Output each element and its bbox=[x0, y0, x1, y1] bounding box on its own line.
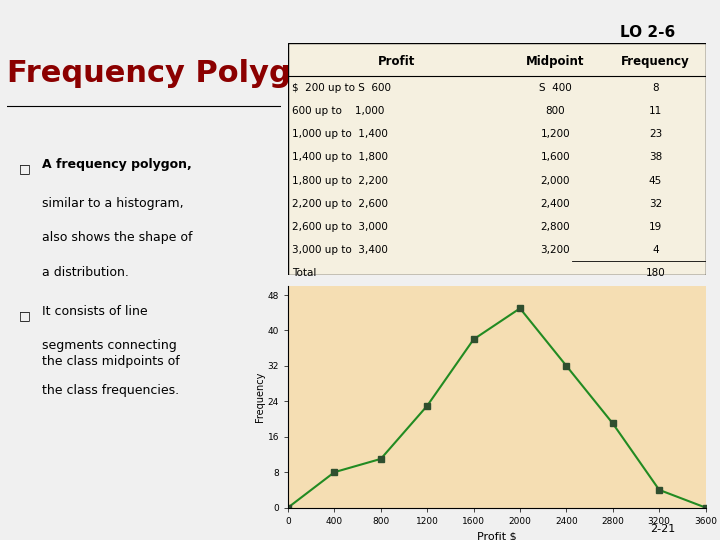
Text: 8: 8 bbox=[652, 83, 659, 93]
Text: 600 up to    1,000: 600 up to 1,000 bbox=[292, 106, 384, 116]
Text: 2,800: 2,800 bbox=[541, 222, 570, 232]
Text: 1,200: 1,200 bbox=[541, 129, 570, 139]
Text: 32: 32 bbox=[649, 199, 662, 209]
Text: also shows the shape of: also shows the shape of bbox=[42, 231, 192, 244]
Text: 3,000 up to  3,400: 3,000 up to 3,400 bbox=[292, 245, 388, 255]
Text: 11: 11 bbox=[649, 106, 662, 116]
Text: Midpoint: Midpoint bbox=[526, 55, 585, 68]
Text: 180: 180 bbox=[646, 268, 665, 279]
X-axis label: Profit $: Profit $ bbox=[477, 531, 517, 540]
Text: 1,600: 1,600 bbox=[541, 152, 570, 163]
Text: 1,800 up to  2,200: 1,800 up to 2,200 bbox=[292, 176, 388, 186]
Text: 800: 800 bbox=[546, 106, 565, 116]
Text: 19: 19 bbox=[649, 222, 662, 232]
Text: 2,600 up to  3,000: 2,600 up to 3,000 bbox=[292, 222, 388, 232]
Text: 3,200: 3,200 bbox=[541, 245, 570, 255]
Text: 38: 38 bbox=[649, 152, 662, 163]
Text: S  400: S 400 bbox=[539, 83, 572, 93]
Text: 1,400 up to  1,800: 1,400 up to 1,800 bbox=[292, 152, 388, 163]
Text: A frequency polygon,: A frequency polygon, bbox=[42, 158, 192, 171]
Text: similar to a histogram,: similar to a histogram, bbox=[42, 197, 184, 210]
Text: It consists of line: It consists of line bbox=[42, 305, 148, 318]
Text: 23: 23 bbox=[649, 129, 662, 139]
Text: the class midpoints of: the class midpoints of bbox=[42, 355, 179, 368]
FancyBboxPatch shape bbox=[288, 43, 706, 275]
Text: 2-21: 2-21 bbox=[649, 524, 675, 534]
Text: segments connecting: segments connecting bbox=[42, 339, 176, 352]
Text: 4: 4 bbox=[652, 245, 659, 255]
Text: □: □ bbox=[19, 162, 30, 175]
Text: $  200 up to S  600: $ 200 up to S 600 bbox=[292, 83, 391, 93]
Text: 2,400: 2,400 bbox=[541, 199, 570, 209]
Text: LO 2-6: LO 2-6 bbox=[621, 25, 675, 40]
Text: the class frequencies.: the class frequencies. bbox=[42, 384, 179, 397]
Text: 45: 45 bbox=[649, 176, 662, 186]
Y-axis label: Frequency: Frequency bbox=[255, 372, 265, 422]
Text: Profit: Profit bbox=[378, 55, 415, 68]
Text: a distribution.: a distribution. bbox=[42, 266, 129, 279]
Text: Frequency Polygon: Frequency Polygon bbox=[7, 59, 333, 89]
Text: Frequency: Frequency bbox=[621, 55, 690, 68]
Text: 2,200 up to  2,600: 2,200 up to 2,600 bbox=[292, 199, 388, 209]
Text: □: □ bbox=[19, 309, 30, 322]
Text: Total: Total bbox=[292, 268, 317, 279]
Text: 1,000 up to  1,400: 1,000 up to 1,400 bbox=[292, 129, 388, 139]
Text: 2,000: 2,000 bbox=[541, 176, 570, 186]
